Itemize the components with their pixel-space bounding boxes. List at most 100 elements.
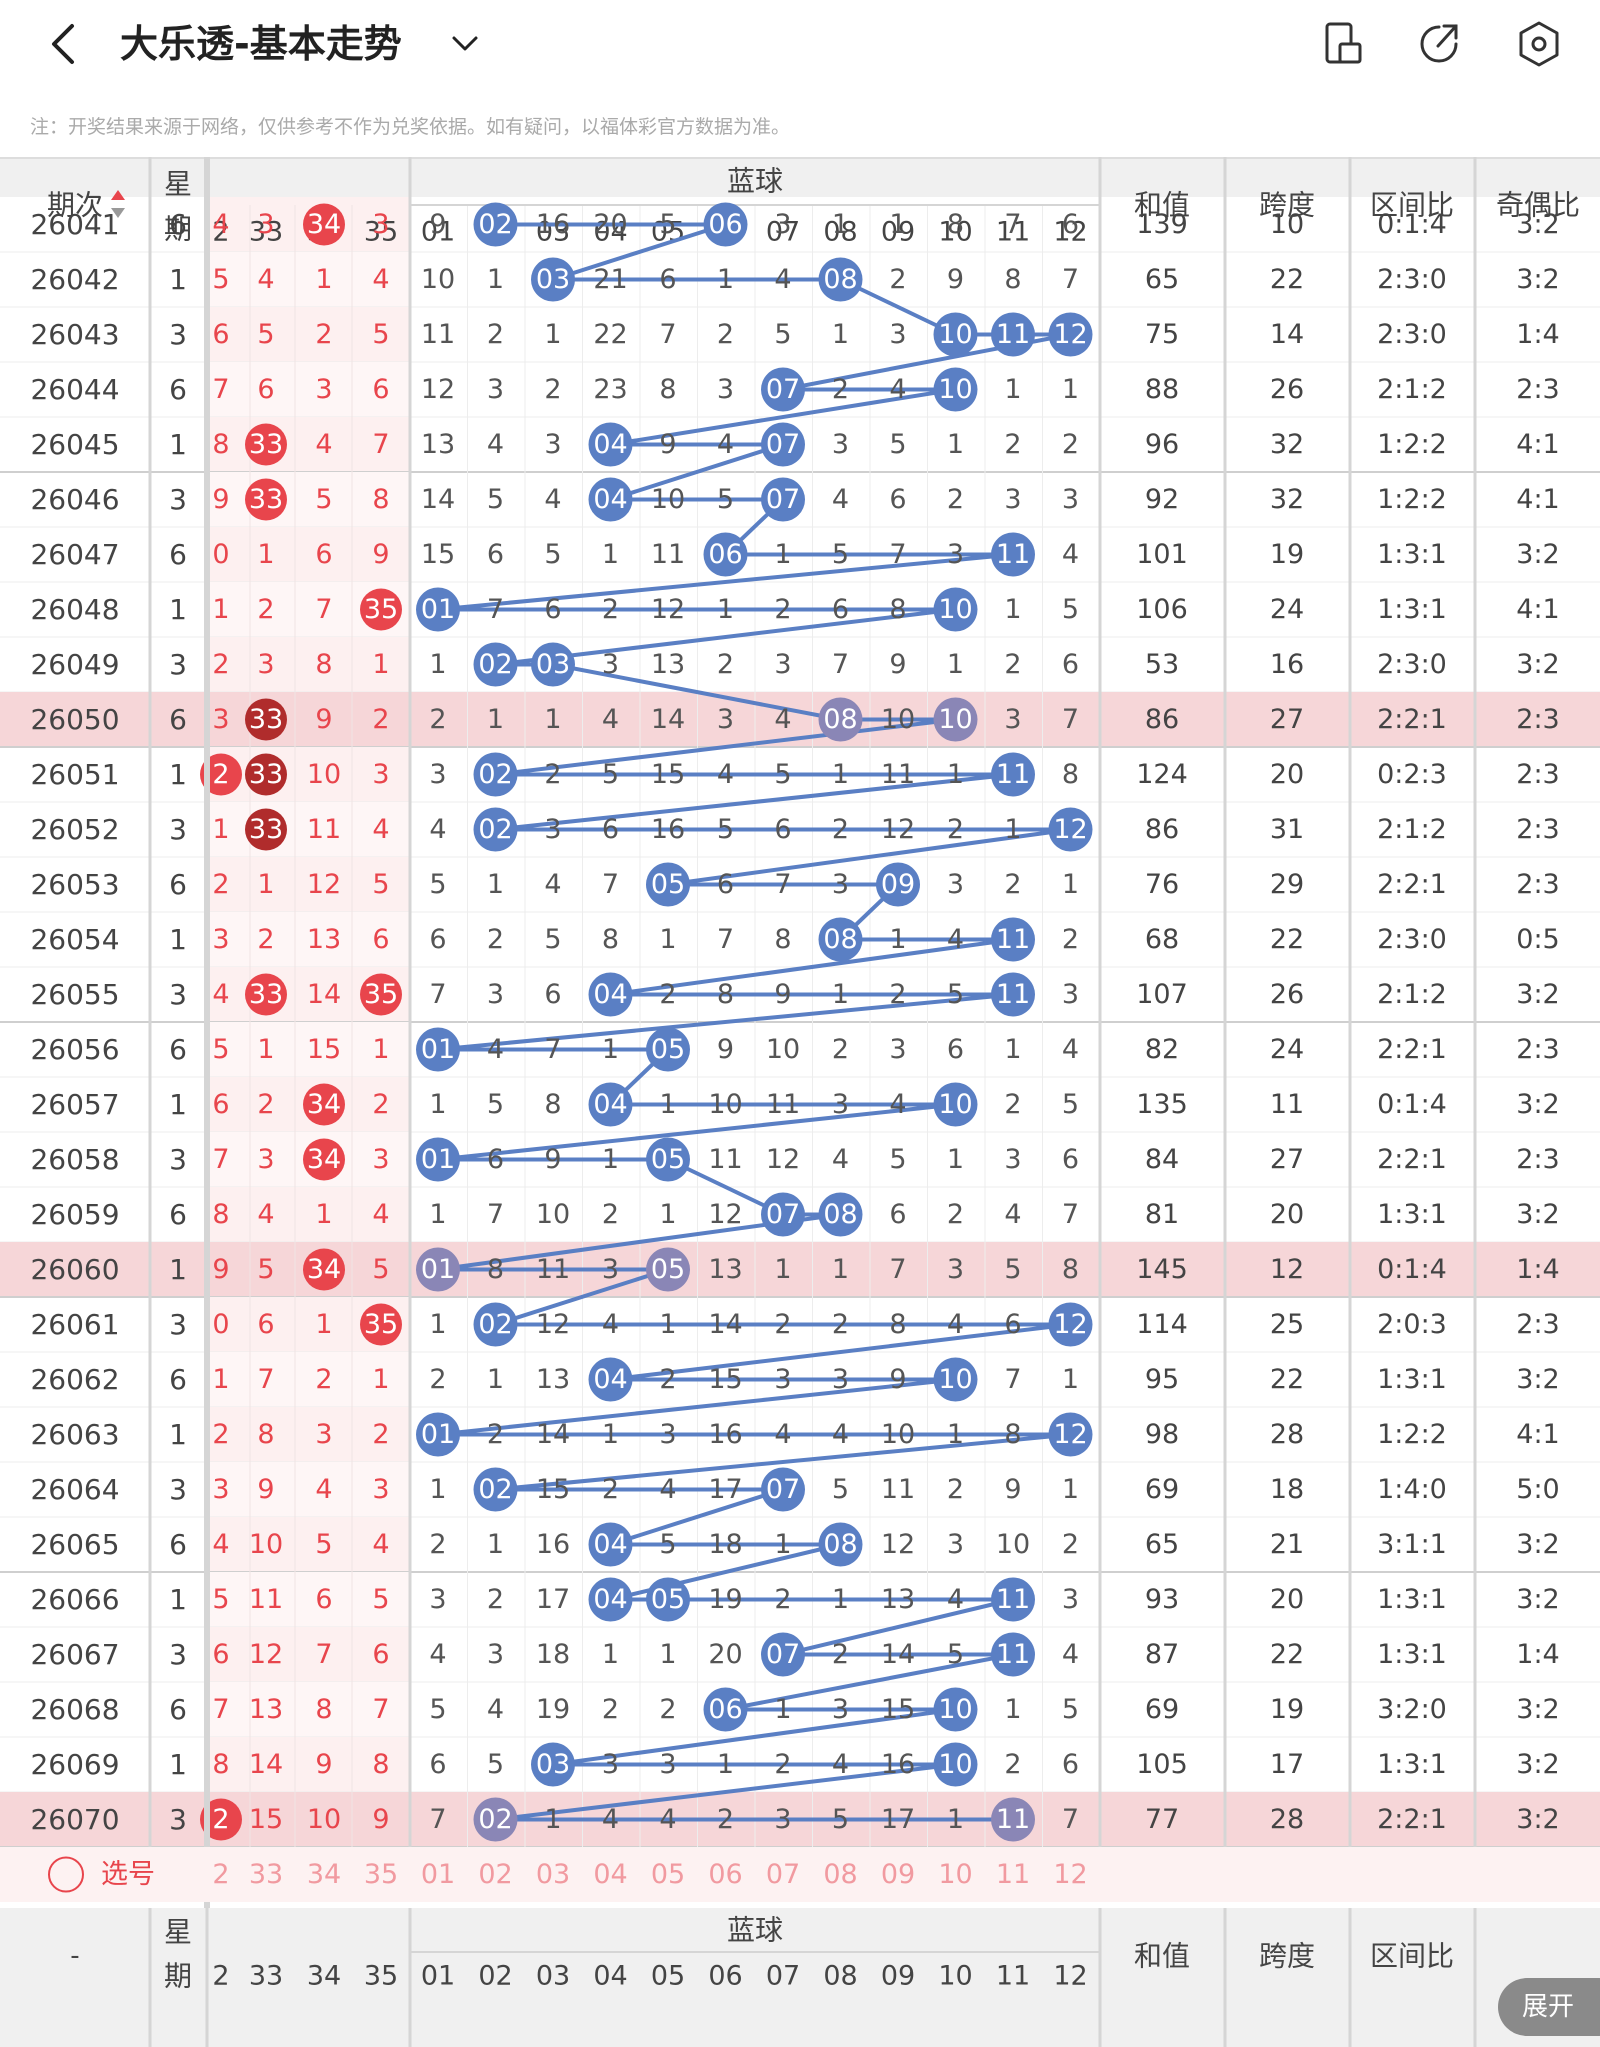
span-cell: 21 [1270,1529,1304,1560]
trend-line [552,662,841,722]
week-cell: 3 [169,978,187,1011]
settings-icon[interactable] [1514,18,1564,70]
trend-line [610,937,1014,997]
front-cell-bg [207,1737,410,1792]
blue-ball-number: 11 [996,319,1030,350]
blue-col-header: 10 [938,217,972,248]
blue-ball-number: 11 [996,1804,1030,1835]
sum-cell: 86 [1145,704,1179,735]
select-blue-number[interactable]: 02 [478,1859,512,1890]
blue-miss-cell: 2 [717,1804,734,1835]
blue-miss-cell: 1 [889,924,906,955]
blue-miss-cell: 2 [487,1419,504,1450]
blue-ball [933,697,978,742]
blue-ball-number: 04 [593,979,627,1010]
blue-miss-cell: 2 [429,1529,446,1560]
select-blue-number[interactable]: 05 [651,1859,685,1890]
blue-miss-cell: 1 [947,429,964,460]
blue-miss-cell: 11 [881,759,915,790]
sort-up-icon[interactable] [111,190,125,200]
zone-ratio-cell: 2:2:1 [1377,1034,1447,1065]
front-cell-bg [207,802,410,857]
blue-miss-cell: 5 [832,1474,849,1505]
footer-blue-col: 10 [938,1961,972,1992]
front-miss-cell: 12 [307,869,341,900]
header-period[interactable]: 期次 [47,189,103,222]
front-ball-number: 33 [249,979,283,1010]
front-ball-number: 33 [249,759,283,790]
select-front-number[interactable]: 35 [364,1859,398,1890]
select-blue-number[interactable]: 12 [1053,1859,1087,1890]
select-label[interactable]: 选号 [101,1859,155,1890]
select-blue-number[interactable]: 08 [823,1859,857,1890]
front-cell-bg [207,912,410,967]
blue-miss-cell: 10 [996,1529,1030,1560]
odd-even-cell: 0:5 [1516,924,1559,955]
blue-miss-cell: 2 [602,1694,619,1725]
expand-button[interactable]: 展开 [1498,1978,1600,2036]
blue-miss-cell: 5 [429,869,446,900]
select-blue-number[interactable]: 03 [536,1859,570,1890]
header-bg-left [0,157,207,197]
blue-miss-cell: 1 [717,594,734,625]
select-blue-number[interactable]: 09 [881,1859,915,1890]
blue-ball-number: 10 [938,1694,972,1725]
select-blue-number[interactable]: 10 [938,1859,972,1890]
span-cell: 19 [1270,1694,1304,1725]
blue-miss-cell: 5 [1004,1254,1021,1285]
front-miss-cell: 8 [212,1749,229,1780]
select-front-number[interactable]: 34 [307,1859,341,1890]
blue-miss-cell: 7 [659,319,676,350]
select-blue-number[interactable]: 11 [996,1859,1030,1890]
blue-miss-cell: 5 [889,429,906,460]
select-radio-icon[interactable] [48,1856,84,1893]
blue-miss-cell: 13 [651,649,685,680]
span-cell: 32 [1270,484,1304,515]
blue-miss-cell: 2 [889,264,906,295]
blue-miss-cell: 1 [947,649,964,680]
blue-miss-cell: 2 [1004,869,1021,900]
footer-blue-col: 04 [593,1961,627,1992]
blue-miss-cell: 1 [602,1034,619,1065]
back-icon[interactable] [40,18,90,70]
select-front-number[interactable]: 2 [212,1859,229,1890]
select-blue-number[interactable]: 01 [421,1859,455,1890]
blue-ball [646,862,690,907]
front-miss-cell: 1 [372,649,389,680]
period-cell: 26049 [30,648,119,681]
blue-miss-cell: 3 [832,1364,849,1395]
sort-down-icon[interactable] [111,208,125,218]
blue-miss-cell: 6 [717,869,734,900]
front-miss-cell: 1 [315,1199,332,1230]
blue-miss-cell: 9 [889,649,906,680]
front-miss-cell: 6 [315,539,332,570]
span-cell: 20 [1270,1199,1304,1230]
front-miss-cell: 6 [257,1309,274,1340]
blue-ball [818,697,863,742]
select-front-number[interactable]: 33 [249,1859,283,1890]
odd-even-cell: 2:3 [1516,759,1559,790]
select-blue-number[interactable]: 07 [766,1859,800,1890]
blue-miss-cell: 8 [889,594,906,625]
blue-miss-cell: 2 [774,1749,791,1780]
front-miss-cell: 7 [257,1364,274,1395]
blue-miss-cell: 3 [832,869,849,900]
blue-miss-cell: 14 [708,1309,742,1340]
blue-ball-number: 11 [996,539,1030,570]
select-blue-number[interactable]: 06 [708,1859,742,1890]
blue-ball [991,312,1035,357]
select-blue-number[interactable]: 04 [593,1859,627,1890]
sum-cell: 81 [1145,1199,1179,1230]
chevron-down-icon[interactable] [448,24,482,64]
phone-rotate-icon[interactable] [1318,18,1368,70]
blue-ball-number: 11 [996,1584,1030,1615]
blue-ball-number: 10 [938,1364,972,1395]
blue-miss-cell: 8 [487,1254,504,1285]
footer-front-col: 33 [249,1961,283,1992]
blue-ball-number: 03 [536,1749,570,1780]
zone-ratio-cell: 2:3:0 [1377,649,1447,680]
share-icon[interactable] [1414,18,1464,70]
front-ball-number: 33 [249,704,283,735]
blue-miss-cell: 1 [659,924,676,955]
blue-ball [646,1247,690,1292]
